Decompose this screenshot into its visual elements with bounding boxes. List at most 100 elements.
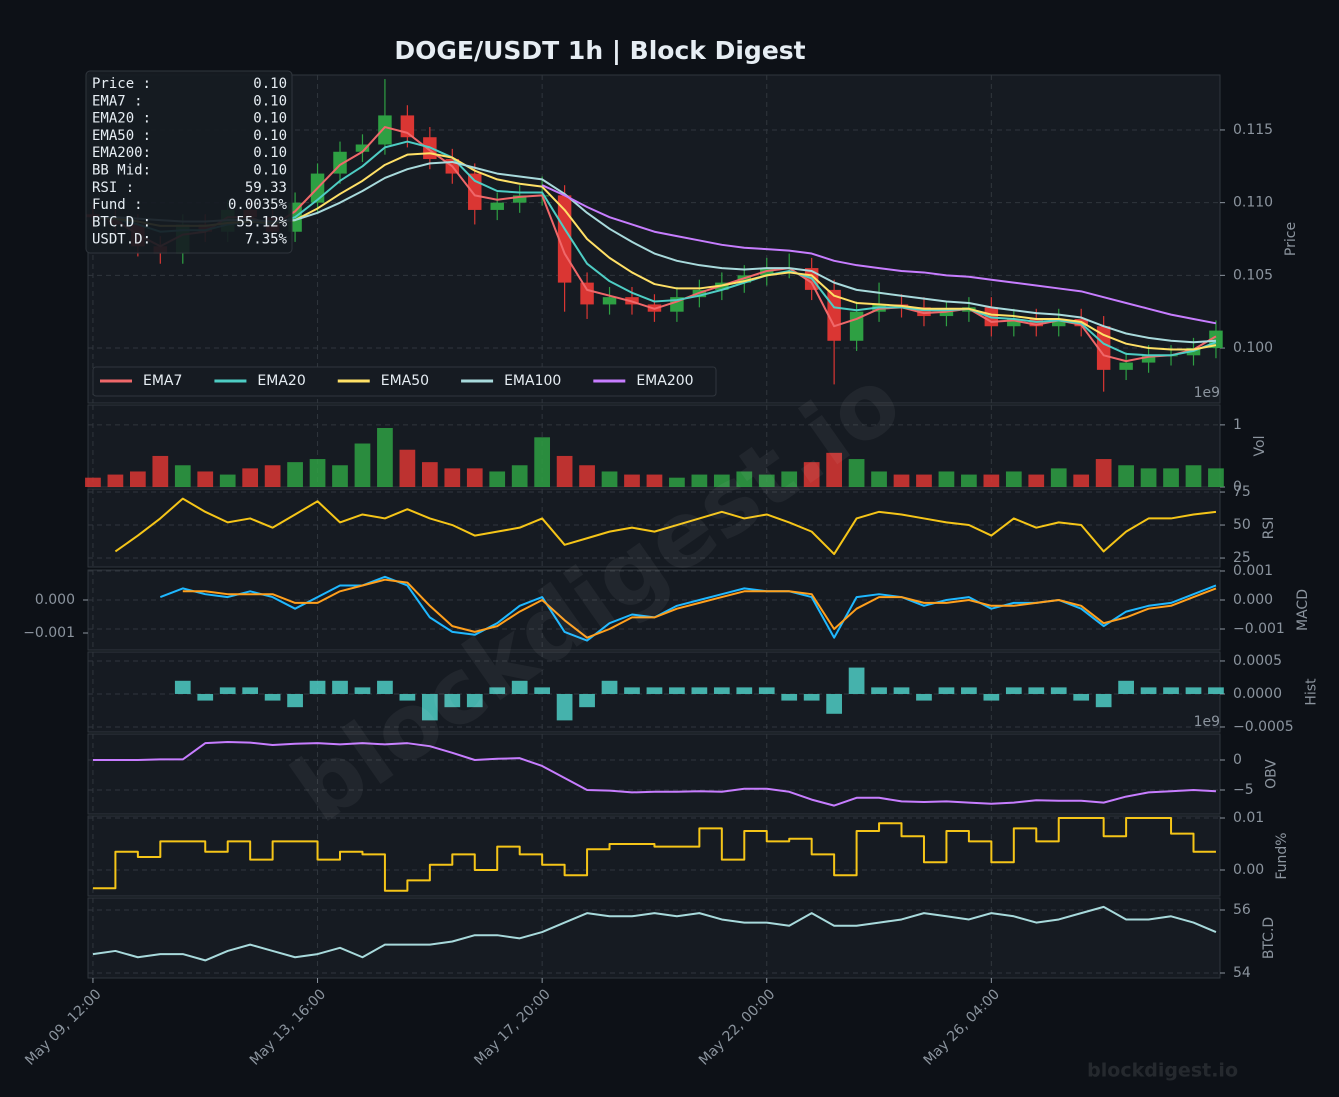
legend-box: [92, 366, 717, 397]
info-label: RSI :: [92, 180, 134, 196]
bar: [893, 687, 910, 694]
bar: [691, 474, 708, 487]
candle-body: [939, 311, 954, 317]
candle-body: [355, 144, 370, 152]
y2-tick-label: 0.000: [35, 592, 75, 608]
info-label: BTC.D :: [92, 214, 151, 230]
candle-body: [468, 173, 482, 210]
bar: [1073, 693, 1090, 701]
bar: [489, 687, 506, 694]
y-tick-label: 0.0000: [1233, 686, 1282, 702]
series-line: [182, 578, 1217, 639]
bar: [287, 693, 303, 708]
info-value: 0.10: [253, 76, 287, 92]
info-value: 0.10: [253, 111, 287, 127]
bar: [624, 474, 640, 487]
series-line: [541, 184, 1217, 325]
bar: [1185, 465, 1202, 487]
candle-body: [512, 195, 527, 203]
y-axis-label: Vol: [1252, 436, 1268, 457]
bar: [1005, 687, 1022, 694]
panel-background: [87, 733, 1221, 815]
bar: [511, 465, 528, 487]
bar: [826, 693, 842, 714]
bar: [466, 468, 483, 487]
info-box: [85, 70, 293, 254]
bar: [624, 687, 640, 694]
bar: [489, 471, 506, 487]
bar: [1028, 474, 1045, 487]
y-tick-label: 75: [1233, 484, 1251, 500]
candle-body: [580, 282, 594, 305]
bar: [1163, 468, 1179, 487]
bar: [332, 465, 348, 487]
y-tick-label: 0.100: [1233, 340, 1273, 356]
y-tick-label: 0.000: [1233, 592, 1273, 608]
y-axis-label: Price: [1283, 222, 1299, 256]
y-tick-label: 50: [1233, 517, 1251, 533]
bar: [1028, 687, 1045, 694]
info-label: Fund :: [92, 197, 143, 213]
candle-body: [490, 202, 504, 210]
info-label: EMA200:: [92, 145, 151, 161]
bar: [1208, 687, 1224, 694]
bar: [848, 667, 865, 694]
bar: [377, 427, 393, 487]
bar: [669, 477, 685, 487]
bar: [916, 693, 932, 701]
bar: [646, 687, 663, 694]
y-tick-label: 0.115: [1233, 122, 1273, 138]
bar: [444, 693, 461, 708]
bar: [916, 474, 932, 487]
bar: [309, 680, 326, 694]
bar: [669, 687, 685, 694]
bar: [421, 462, 438, 487]
y-tick-label: −0.001: [1233, 621, 1285, 637]
bar: [579, 693, 595, 708]
bar: [354, 443, 371, 487]
bar: [579, 465, 595, 487]
candle-body: [917, 307, 931, 317]
bar: [1005, 471, 1022, 487]
candle-body: [849, 311, 864, 341]
bar: [219, 687, 236, 694]
bar: [1140, 687, 1157, 694]
bar: [758, 687, 775, 694]
y-tick-label: 0: [1233, 752, 1242, 768]
chart-title: DOGE/USDT 1h | Block Digest: [394, 36, 805, 65]
bar: [736, 471, 753, 487]
info-label: BB Mid:: [92, 163, 151, 179]
y-axis-label: MACD: [1295, 589, 1311, 631]
bar: [107, 474, 124, 487]
bar: [893, 474, 910, 487]
y-tick-label: 0.00: [1233, 862, 1264, 878]
y-axis-label: OBV: [1264, 759, 1280, 789]
bar: [781, 471, 798, 487]
info-label: EMA7 :: [92, 93, 143, 109]
bar: [961, 687, 977, 694]
y-tick-label: 0.105: [1233, 267, 1273, 283]
bar: [197, 693, 214, 701]
y-tick-label: 0.01: [1233, 810, 1264, 826]
bar: [646, 474, 663, 487]
candle-body: [1141, 355, 1156, 363]
bar: [421, 693, 438, 721]
bar: [781, 693, 798, 701]
bar: [556, 455, 573, 487]
bar: [713, 474, 730, 487]
bar: [466, 693, 483, 708]
y-axis-label: Hist: [1304, 678, 1320, 706]
bar: [511, 680, 528, 694]
offset-text: 1e9: [1194, 385, 1220, 401]
offset-text: 1e9: [1194, 714, 1220, 730]
bar: [938, 687, 955, 694]
legend-label: EMA100: [504, 373, 561, 389]
legend-label: EMA200: [636, 373, 693, 389]
info-label: Price :: [92, 76, 151, 92]
bar: [85, 477, 101, 487]
y-tick-label: 54: [1233, 965, 1251, 981]
y-tick-label: 56: [1233, 902, 1251, 918]
bar: [287, 462, 303, 487]
bar: [1095, 693, 1112, 708]
